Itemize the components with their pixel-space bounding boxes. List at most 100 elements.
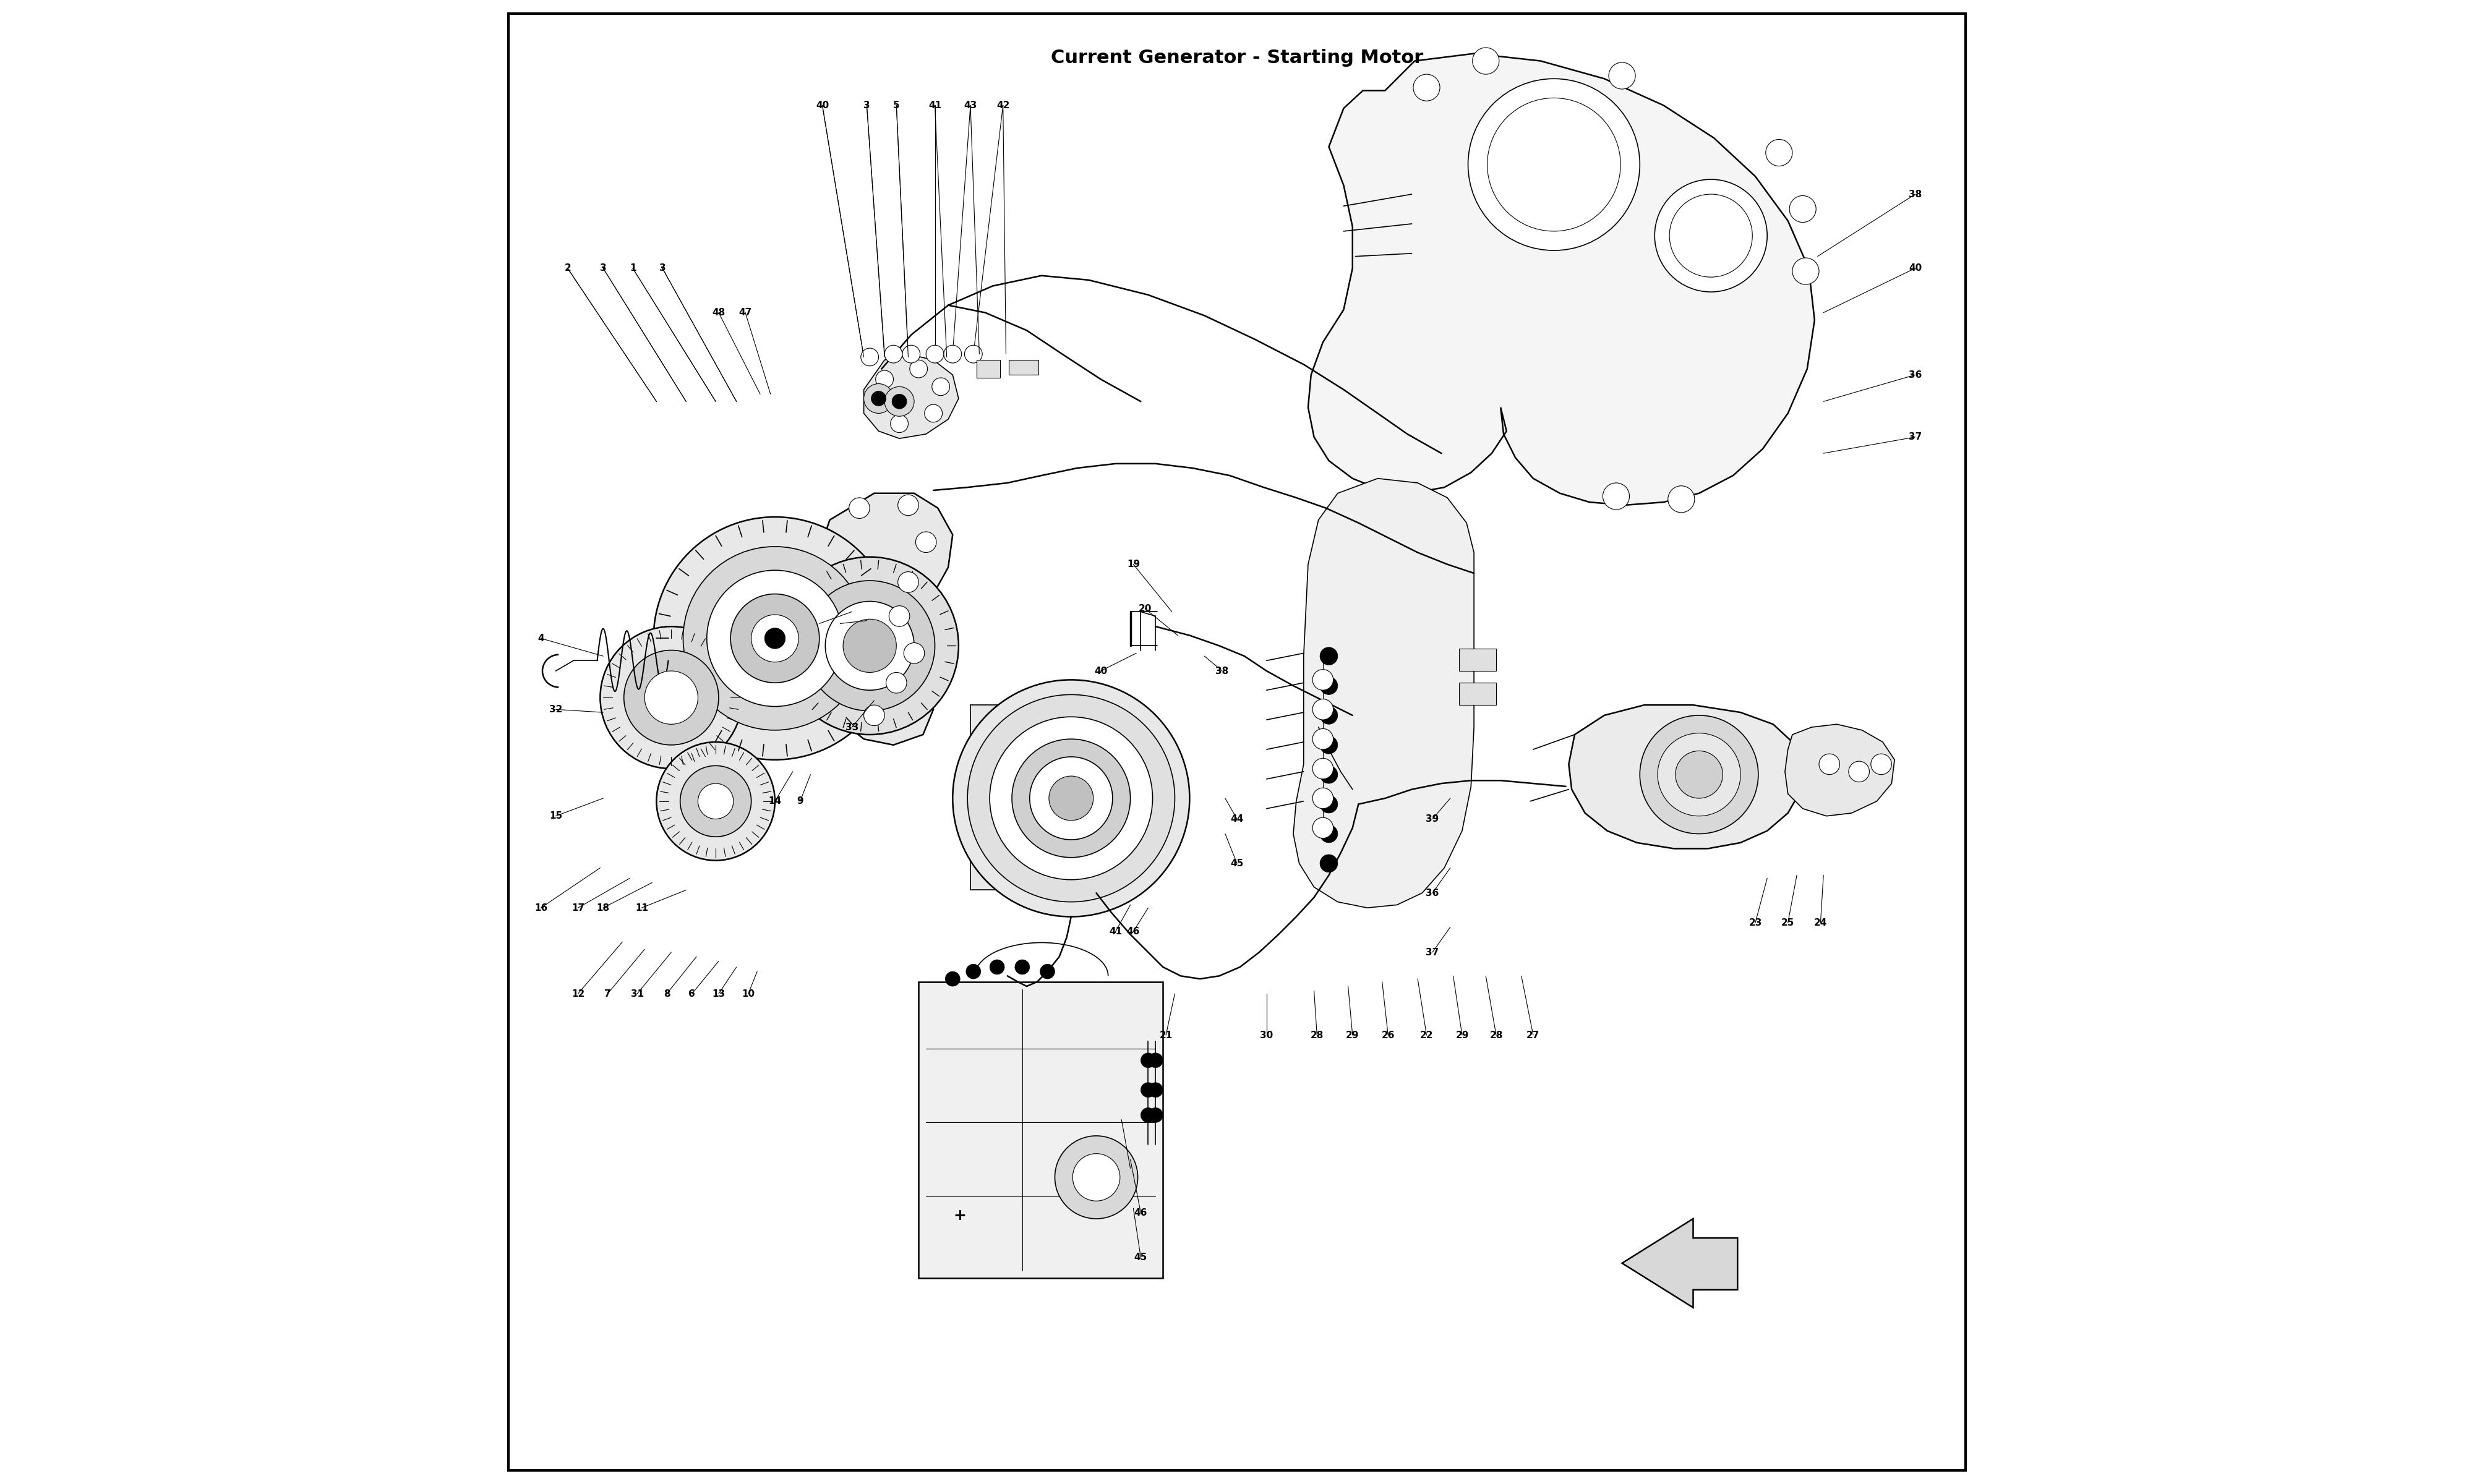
Text: 9: 9 xyxy=(797,797,804,806)
Circle shape xyxy=(861,349,878,367)
Circle shape xyxy=(990,960,1004,975)
Text: 43: 43 xyxy=(965,101,977,110)
Circle shape xyxy=(849,497,871,518)
Circle shape xyxy=(863,705,886,726)
Text: 10: 10 xyxy=(742,988,755,999)
Circle shape xyxy=(1321,706,1338,724)
Circle shape xyxy=(1670,194,1752,278)
Text: 27: 27 xyxy=(1526,1030,1539,1040)
Circle shape xyxy=(844,619,896,672)
Text: 30: 30 xyxy=(1259,1030,1274,1040)
Text: 28: 28 xyxy=(1311,1030,1324,1040)
Bar xyxy=(1460,649,1497,671)
Bar xyxy=(1009,361,1039,375)
Circle shape xyxy=(1314,699,1333,720)
Circle shape xyxy=(730,594,819,683)
Circle shape xyxy=(925,346,943,364)
Text: 47: 47 xyxy=(740,309,752,318)
Circle shape xyxy=(1314,729,1333,749)
Text: 32: 32 xyxy=(549,705,562,714)
Text: 41: 41 xyxy=(928,101,943,110)
Text: 3: 3 xyxy=(599,264,606,273)
Circle shape xyxy=(871,392,886,407)
Circle shape xyxy=(910,361,928,378)
Circle shape xyxy=(1321,855,1338,873)
Text: 1: 1 xyxy=(628,264,636,273)
Text: 18: 18 xyxy=(596,904,609,913)
Text: 6: 6 xyxy=(688,988,695,999)
Text: 48: 48 xyxy=(713,309,725,318)
Circle shape xyxy=(943,346,962,364)
Text: 22: 22 xyxy=(1420,1030,1432,1040)
Circle shape xyxy=(1049,776,1094,821)
Text: Current Generator - Starting Motor: Current Generator - Starting Motor xyxy=(1051,49,1423,67)
Circle shape xyxy=(1870,754,1893,775)
Circle shape xyxy=(898,494,918,515)
Text: 38: 38 xyxy=(1215,666,1230,675)
Circle shape xyxy=(764,628,784,649)
Text: 7: 7 xyxy=(604,988,611,999)
Circle shape xyxy=(646,671,698,724)
Text: 40: 40 xyxy=(1910,264,1922,273)
Circle shape xyxy=(1039,965,1054,979)
Text: 44: 44 xyxy=(1123,1163,1138,1172)
Text: 41: 41 xyxy=(1108,927,1123,936)
Circle shape xyxy=(891,416,908,432)
Circle shape xyxy=(1321,736,1338,754)
Polygon shape xyxy=(1784,724,1895,816)
Circle shape xyxy=(893,395,908,410)
Text: 19: 19 xyxy=(1126,559,1141,568)
Circle shape xyxy=(925,405,943,421)
Circle shape xyxy=(1608,62,1635,89)
Text: 14: 14 xyxy=(769,797,782,806)
Circle shape xyxy=(1321,766,1338,784)
Text: 4: 4 xyxy=(537,634,544,643)
Text: 37: 37 xyxy=(1910,432,1922,442)
Circle shape xyxy=(965,346,982,364)
Circle shape xyxy=(1314,818,1333,838)
Text: 5: 5 xyxy=(893,101,901,110)
Circle shape xyxy=(933,378,950,396)
Circle shape xyxy=(1321,825,1338,843)
Circle shape xyxy=(1012,739,1131,858)
Bar xyxy=(970,705,1089,890)
Circle shape xyxy=(1321,677,1338,695)
Circle shape xyxy=(826,601,915,690)
Circle shape xyxy=(1487,98,1620,232)
Circle shape xyxy=(1148,1082,1163,1097)
Text: 45: 45 xyxy=(1133,1252,1148,1261)
Text: 8: 8 xyxy=(663,988,670,999)
Polygon shape xyxy=(819,493,952,745)
Circle shape xyxy=(1029,757,1113,840)
Polygon shape xyxy=(1623,1218,1737,1307)
Circle shape xyxy=(752,614,799,662)
Circle shape xyxy=(1818,754,1841,775)
Circle shape xyxy=(1655,180,1766,292)
Text: 24: 24 xyxy=(1813,919,1828,927)
Circle shape xyxy=(1314,669,1333,690)
Circle shape xyxy=(1413,74,1440,101)
Text: 3: 3 xyxy=(863,101,871,110)
Circle shape xyxy=(888,605,910,626)
Circle shape xyxy=(1766,139,1791,166)
Circle shape xyxy=(1054,1135,1138,1218)
Text: 39: 39 xyxy=(1425,815,1440,824)
Circle shape xyxy=(965,965,980,979)
Text: 20: 20 xyxy=(1138,604,1153,613)
Text: 16: 16 xyxy=(534,904,547,913)
Circle shape xyxy=(1148,1054,1163,1067)
Text: 37: 37 xyxy=(1425,948,1440,957)
Circle shape xyxy=(1148,1107,1163,1122)
Text: 23: 23 xyxy=(1749,919,1761,927)
Circle shape xyxy=(886,346,903,364)
Text: 42: 42 xyxy=(997,101,1009,110)
Circle shape xyxy=(1141,1107,1155,1122)
Circle shape xyxy=(1314,758,1333,779)
Text: 2: 2 xyxy=(564,264,571,273)
Circle shape xyxy=(804,580,935,711)
Circle shape xyxy=(886,672,908,693)
Polygon shape xyxy=(1309,53,1813,505)
Circle shape xyxy=(1603,482,1630,509)
Bar xyxy=(918,982,1163,1278)
Circle shape xyxy=(656,742,774,861)
